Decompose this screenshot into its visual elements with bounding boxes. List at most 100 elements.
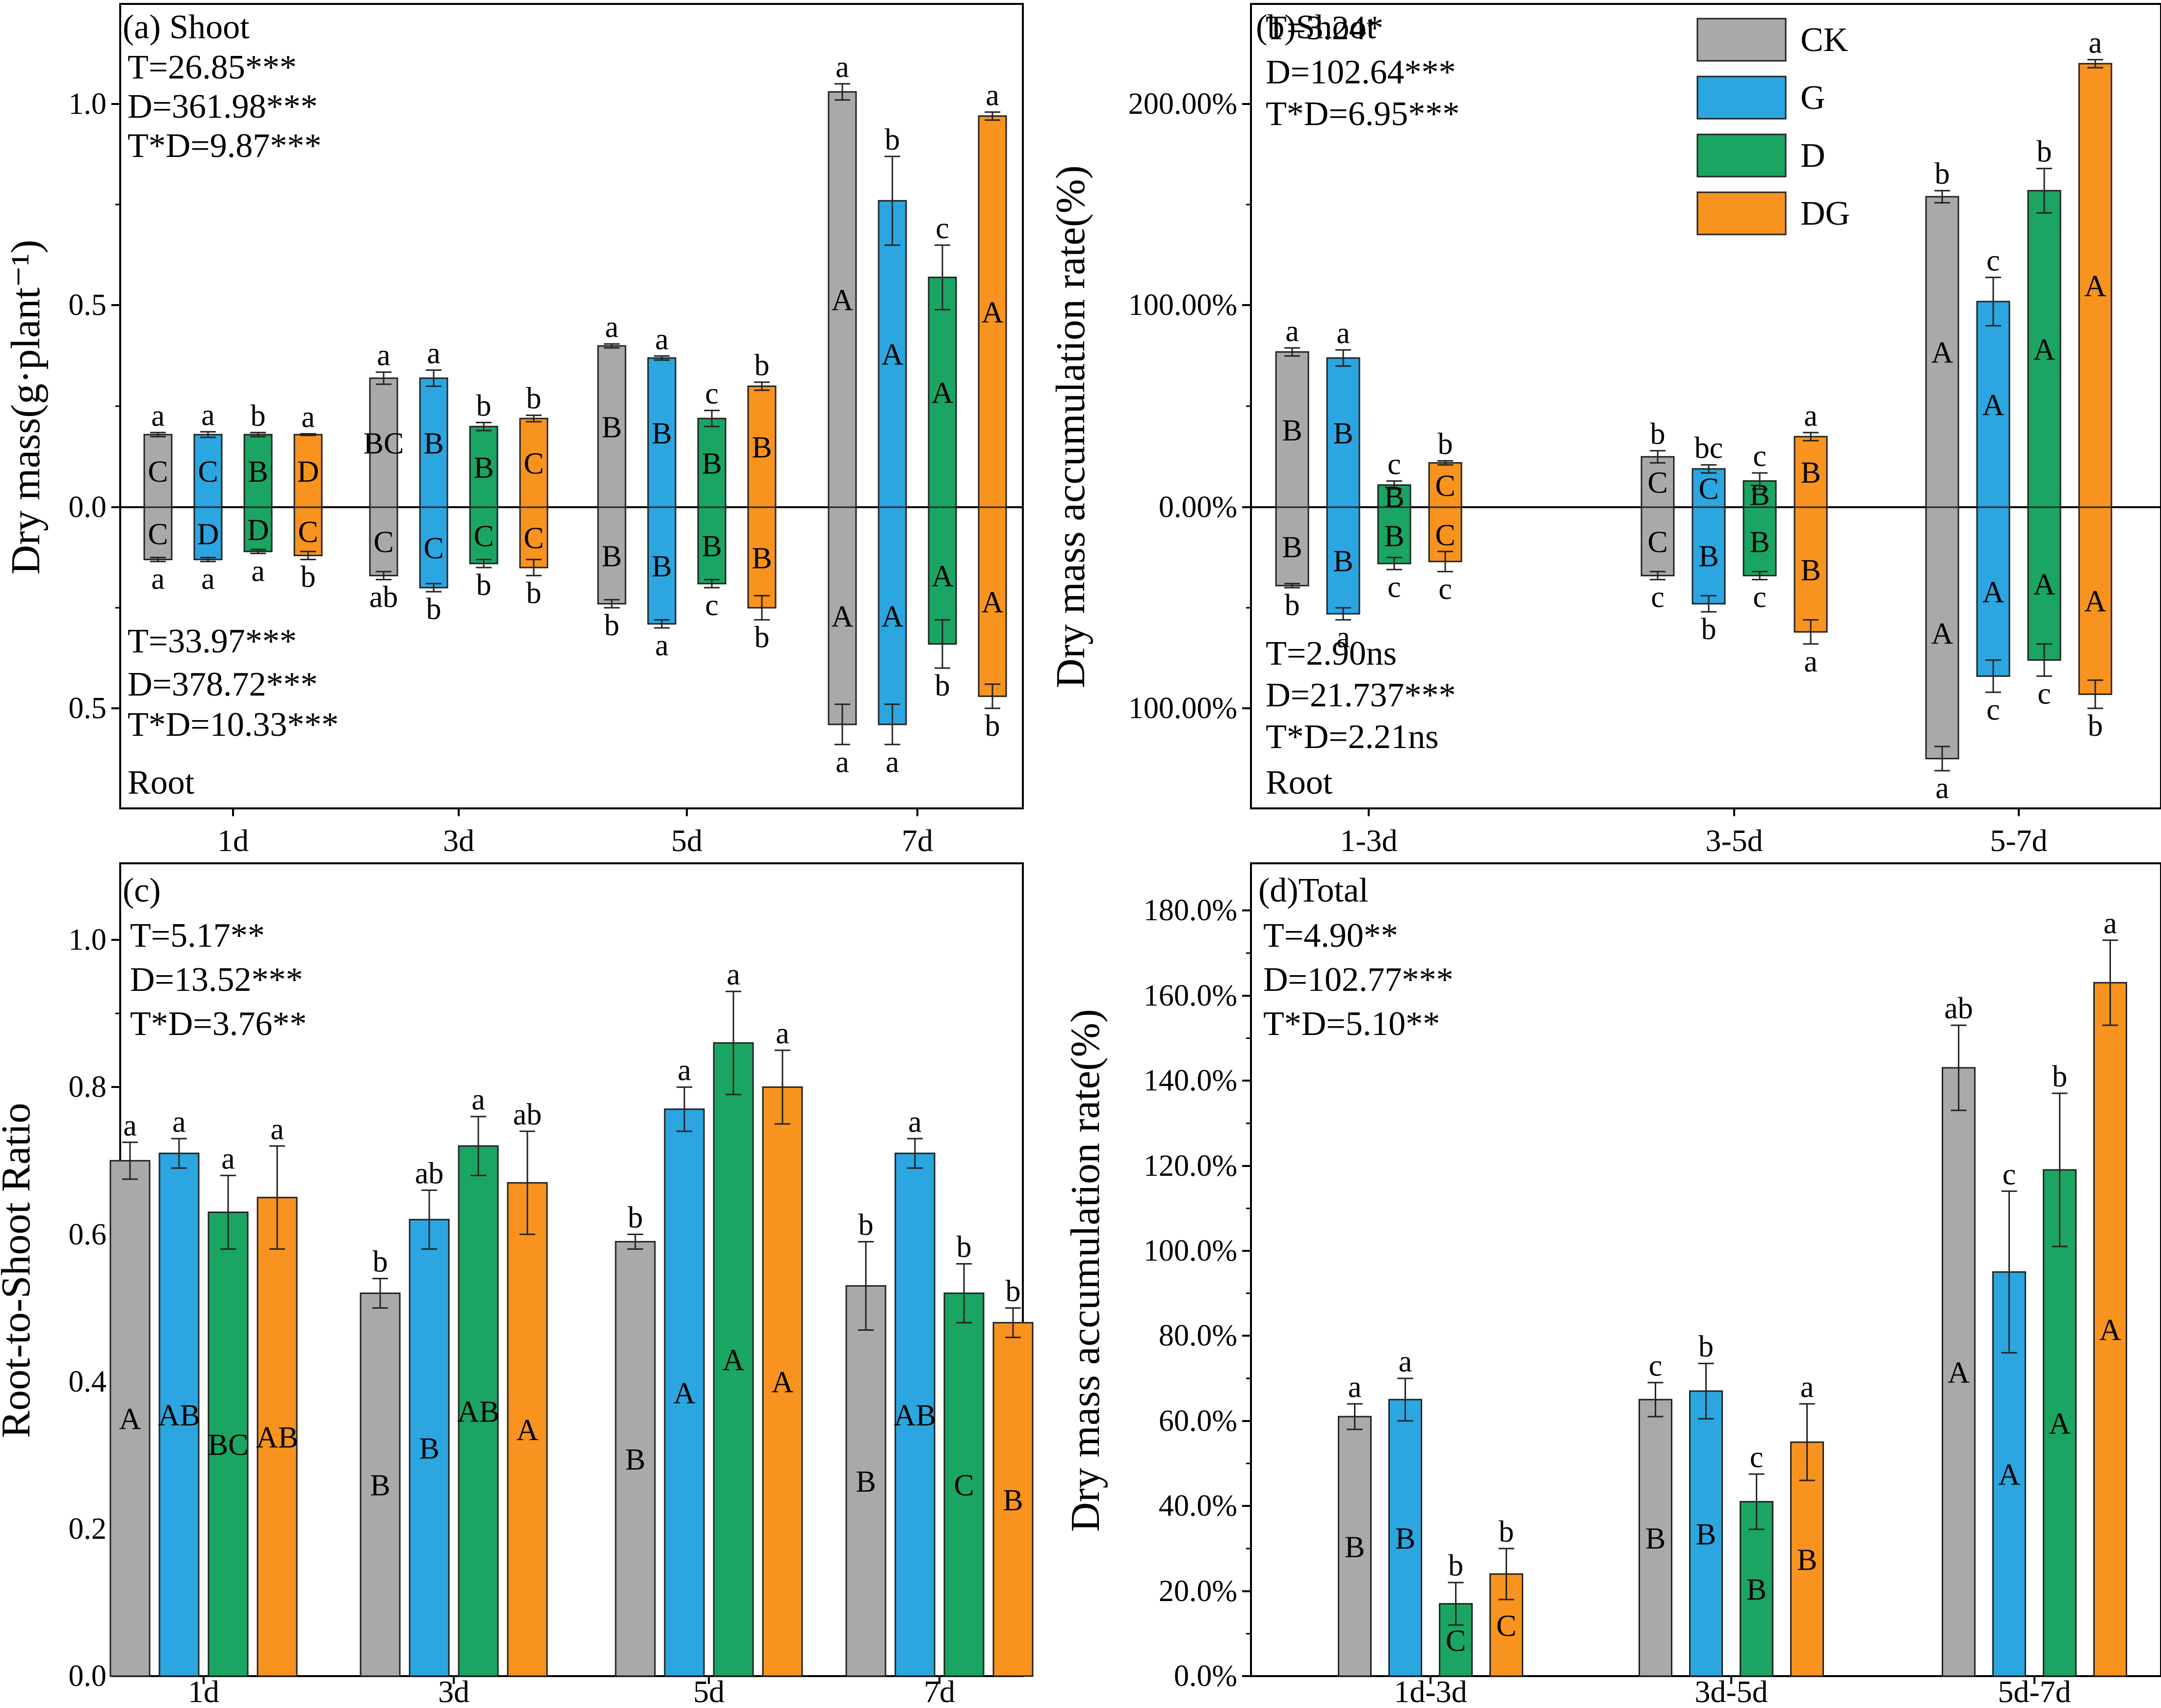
significance-letter: c bbox=[1750, 1441, 1764, 1474]
panel-title: (c) bbox=[123, 872, 161, 909]
x-category-label: 5d bbox=[671, 823, 703, 858]
y-tick-label: 1.0 bbox=[69, 87, 107, 121]
group-letter: B bbox=[702, 447, 722, 481]
y-tick-label: 60.0% bbox=[1159, 1404, 1237, 1438]
group-letter: B bbox=[752, 431, 772, 465]
bar-D bbox=[243, 506, 273, 552]
significance-letter: c bbox=[1387, 570, 1401, 604]
anova-stat-bottom: D=21.737*** bbox=[1266, 676, 1456, 714]
group-letter: B bbox=[1800, 554, 1821, 587]
bar-DG bbox=[747, 385, 777, 508]
y-tick-label: 100.0% bbox=[1144, 1234, 1237, 1268]
bar-G bbox=[647, 506, 677, 625]
bar-G bbox=[664, 1108, 705, 1677]
group-letter: B bbox=[625, 1443, 645, 1476]
group-letter: B bbox=[1333, 545, 1353, 578]
bar-CK bbox=[360, 1292, 401, 1677]
significance-letter: a bbox=[986, 78, 999, 112]
group-letter: B bbox=[1800, 456, 1821, 490]
bar-G bbox=[1689, 1390, 1723, 1677]
group-letter: A bbox=[982, 586, 1004, 620]
group-letter: B bbox=[1749, 526, 1770, 559]
bar-DG bbox=[2078, 506, 2112, 695]
significance-letter: a bbox=[655, 323, 669, 356]
x-category-label: 7d bbox=[902, 823, 933, 858]
bar-CK bbox=[1640, 506, 1675, 576]
bar-CK bbox=[1338, 1416, 1372, 1677]
bar-CK bbox=[369, 377, 398, 508]
group-letter: C bbox=[954, 1469, 974, 1502]
significance-letter: a bbox=[605, 311, 619, 344]
x-category-label: 1-3d bbox=[1340, 823, 1397, 858]
y-tick-label: 100.00% bbox=[1128, 288, 1237, 322]
significance-letter: a bbox=[1935, 772, 1949, 805]
panel-d-total-accumulation: 0.0% 20.0% 40.0% 60.0% 80.0% 100.0% 120.0% 140.… bbox=[1063, 862, 2161, 1708]
significance-letter: b bbox=[1650, 417, 1666, 451]
group-letter: C bbox=[148, 518, 168, 551]
significance-letter: a bbox=[151, 563, 165, 596]
significance-letter: b bbox=[604, 609, 620, 642]
panel-a-shoot-root-dry-mass: 1.0 0.5 0.0 0.5 1d 3d 5d 7d Dry mass(g·plant⁻¹) (… bbox=[3, 3, 1024, 858]
x-category-label: 3d-5d bbox=[1694, 1674, 1768, 1708]
significance-letter: b bbox=[1701, 613, 1717, 646]
group-letter: A bbox=[882, 600, 904, 633]
y-tick-label: 0.6 bbox=[69, 1218, 107, 1251]
anova-stat-top: D=102.77*** bbox=[1263, 961, 1454, 999]
significance-letter: a bbox=[1804, 399, 1818, 433]
bar-D bbox=[928, 276, 957, 508]
significance-letter: a bbox=[151, 399, 165, 433]
root-label: Root bbox=[1266, 764, 1333, 802]
legend-label-G: G bbox=[1800, 79, 1825, 117]
bar-D bbox=[697, 506, 727, 585]
group-letter: A bbox=[2084, 585, 2107, 619]
group-letter: A bbox=[832, 284, 854, 317]
significance-letter: a bbox=[172, 1105, 186, 1139]
x-category-label: 5-7d bbox=[1990, 823, 2047, 858]
group-letter: A bbox=[1982, 576, 2005, 609]
bar-DG bbox=[978, 506, 1007, 697]
significance-letter: c bbox=[936, 212, 949, 245]
y-tick-label: 40.0% bbox=[1159, 1489, 1237, 1523]
group-letter: B bbox=[702, 530, 722, 563]
bar-DG bbox=[257, 1196, 298, 1677]
y-tick-label: 140.0% bbox=[1144, 1064, 1237, 1097]
y-tick-label: 0.8 bbox=[69, 1070, 107, 1104]
x-category-label: 3d bbox=[438, 1674, 469, 1708]
group-letter: AB bbox=[894, 1399, 936, 1432]
group-letter: D bbox=[197, 518, 219, 551]
bar-CK bbox=[1925, 506, 1959, 759]
group-letter: C bbox=[1647, 526, 1667, 559]
panel-title: (b)Shoot bbox=[1256, 8, 1377, 46]
group-letter: B bbox=[1345, 1530, 1365, 1564]
group-letter: A bbox=[1931, 617, 1953, 650]
significance-letter: ab bbox=[369, 581, 398, 614]
significance-letter: a bbox=[270, 1113, 284, 1146]
group-letter: A bbox=[932, 377, 954, 410]
significance-letter: c bbox=[705, 589, 719, 622]
group-letter: C bbox=[523, 522, 544, 555]
group-letter: A bbox=[932, 560, 954, 593]
significance-letter: b bbox=[1935, 157, 1950, 191]
group-letter: BC bbox=[208, 1428, 249, 1462]
group-letter: A bbox=[1998, 1458, 2020, 1492]
bar-G bbox=[158, 1152, 200, 1677]
significance-letter: c bbox=[1753, 440, 1767, 473]
group-letter: A bbox=[674, 1377, 696, 1410]
significance-letter: a bbox=[471, 1083, 485, 1116]
y-axis-label: Dry mass accumulation rate(%) bbox=[1048, 165, 1094, 688]
significance-letter: b bbox=[1499, 1515, 1514, 1549]
y-axis-label: Dry mass accumulation rate(%) bbox=[1063, 1009, 1108, 1532]
anova-stat-top: T*D=5.10** bbox=[1263, 1005, 1440, 1043]
group-letter: B bbox=[473, 451, 494, 485]
x-category-label: 5d bbox=[693, 1674, 725, 1708]
legend-swatch-D bbox=[1696, 133, 1787, 178]
bar-D bbox=[469, 506, 498, 565]
significance-letter: a bbox=[835, 51, 849, 84]
y-tick-label: 80.0% bbox=[1159, 1319, 1237, 1352]
bar-DG bbox=[978, 115, 1007, 508]
significance-letter: a bbox=[301, 400, 315, 434]
bar-D bbox=[1740, 1501, 1773, 1677]
group-letter: B bbox=[651, 417, 672, 450]
significance-letter: b bbox=[755, 349, 770, 382]
